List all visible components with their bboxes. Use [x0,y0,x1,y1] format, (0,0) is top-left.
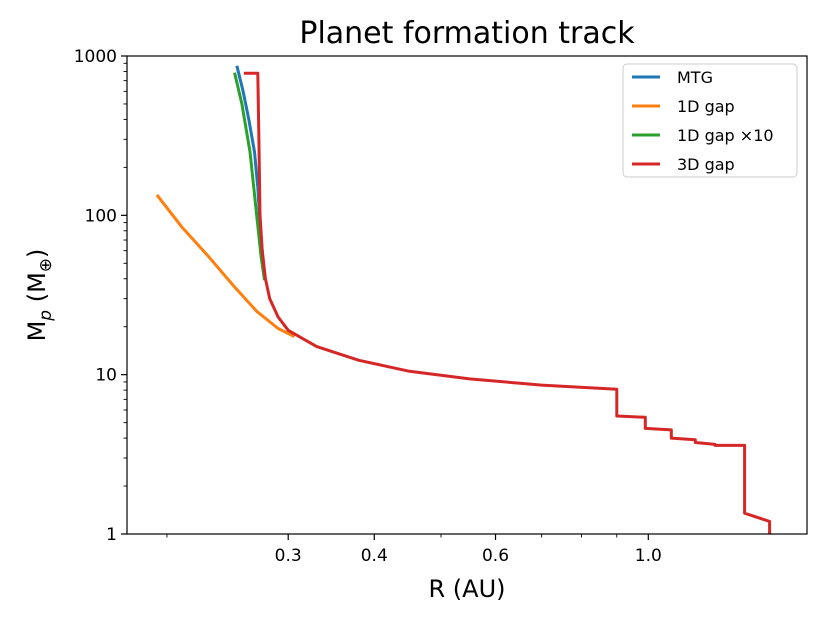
y-axis-label: Mp (M⊕) [23,249,56,342]
axes-frame [126,55,808,535]
x-axis-ticks: 0.3 0.4 0.6 1.0 [166,534,662,566]
x-tick-label: 0.3 [275,546,302,566]
y-axis-ticks: 1 10 100 1000 [74,47,127,545]
x-tick-label: 1.0 [635,546,662,566]
y-axis-label-sub2: ⊕ [36,258,56,272]
legend-box [622,63,798,178]
series-line-4 [243,71,772,534]
y-axis-label-close: ) [23,249,51,258]
series-line-3 [233,72,267,281]
legend-label-2: 1D gap [677,97,735,116]
plot-area [155,65,772,534]
y-tick-label: 1 [106,525,117,545]
chart-title: Planet formation track [299,16,635,51]
x-axis-label: R (AU) [428,575,505,603]
legend-label-3: 1D gap ×10 [677,126,774,145]
y-axis-label-sub: p [36,310,56,322]
y-axis-label-main: M [23,321,51,342]
y-axis-label-rest: (M [23,272,51,310]
legend: MTG 1D gap 1D gap ×10 3D gap [622,63,798,178]
legend-label-4: 3D gap [677,155,735,174]
legend-label-1: MTG [677,68,713,87]
y-tick-label: 10 [95,366,117,386]
y-tick-label: 100 [85,206,117,226]
x-tick-label: 0.4 [361,546,388,566]
x-tick-label: 0.6 [482,546,509,566]
series-line-2 [155,193,296,338]
y-tick-label: 1000 [74,47,117,67]
